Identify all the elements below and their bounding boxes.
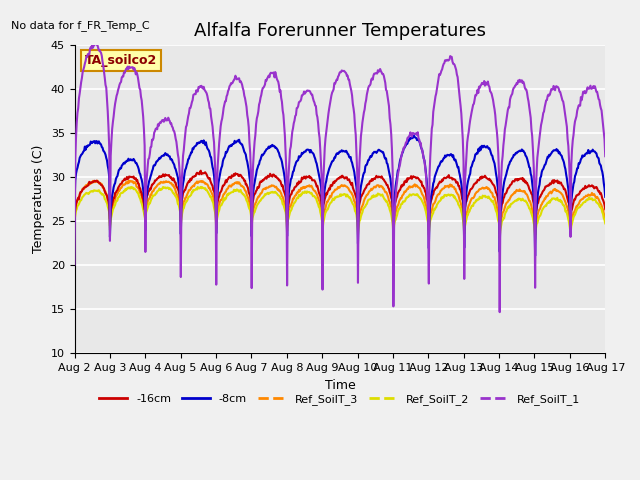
Y-axis label: Temperatures (C): Temperatures (C) [32,145,45,253]
X-axis label: Time: Time [324,379,355,392]
Text: No data for f_FR_Temp_C: No data for f_FR_Temp_C [11,20,150,31]
Title: Alfalfa Forerunner Temperatures: Alfalfa Forerunner Temperatures [194,22,486,40]
Text: TA_soilco2: TA_soilco2 [85,54,157,67]
Legend: -16cm, -8cm, Ref_SoilT_3, Ref_SoilT_2, Ref_SoilT_1: -16cm, -8cm, Ref_SoilT_3, Ref_SoilT_2, R… [95,390,585,409]
